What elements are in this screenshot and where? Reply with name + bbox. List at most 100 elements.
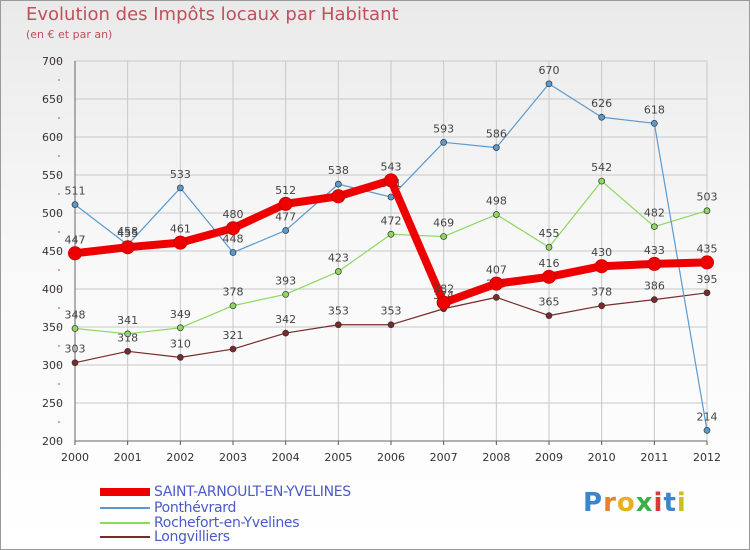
data-point	[650, 296, 658, 303]
data-label: 386	[644, 280, 665, 293]
data-point	[124, 330, 132, 338]
legend-swatch	[100, 536, 150, 538]
data-point	[229, 345, 237, 353]
logo-letter: t	[663, 488, 677, 518]
y-tick-label: 500	[42, 207, 63, 220]
y-tick-label: 700	[42, 55, 63, 68]
data-label: 378	[591, 286, 612, 299]
data-label: 512	[275, 184, 296, 197]
legend-item-saint-arnoult: SAINT-ARNOULT-EN-YVELINES	[100, 484, 400, 500]
data-label: 461	[170, 223, 191, 236]
data-label: 349	[170, 308, 191, 321]
logo-letter: P	[583, 488, 604, 518]
data-point	[334, 268, 342, 275]
data-point	[703, 289, 711, 297]
data-label: 626	[591, 97, 612, 110]
data-point	[594, 259, 609, 274]
data-point	[229, 302, 237, 310]
legend-label: Rochefort-en-Yvelines	[154, 515, 300, 531]
x-tick-label: 2000	[61, 451, 89, 464]
data-label: 455	[117, 227, 138, 240]
y-tick-label: 550	[42, 169, 63, 182]
data-label: 382	[433, 283, 454, 296]
data-label: 430	[591, 246, 612, 259]
x-tick-label: 2003	[219, 451, 247, 464]
legend-swatch	[100, 507, 150, 509]
data-label: 416	[539, 257, 560, 270]
data-point	[647, 256, 662, 271]
data-label: 342	[275, 313, 296, 326]
data-point	[387, 321, 395, 329]
data-label: 542	[591, 161, 612, 174]
data-label: 321	[223, 329, 244, 342]
data-label: 341	[117, 314, 138, 327]
data-label: 310	[170, 337, 191, 350]
y-tick-label: 300	[42, 359, 63, 372]
data-label: 543	[381, 160, 402, 173]
data-point	[282, 227, 290, 234]
data-point	[440, 233, 448, 240]
data-label: 348	[65, 309, 86, 322]
data-point	[387, 230, 395, 238]
legend-swatch	[100, 488, 150, 496]
x-tick-label: 2005	[324, 451, 352, 464]
data-point	[176, 354, 184, 361]
data-label: 214	[697, 410, 718, 423]
data-point	[703, 427, 711, 434]
data-point	[492, 294, 500, 301]
y-tick-label: 250	[42, 397, 63, 410]
data-label: 511	[65, 185, 86, 198]
data-point	[334, 321, 342, 329]
legend-item-rochefort: Rochefort-en-Yvelines	[100, 515, 400, 531]
data-point	[278, 196, 293, 211]
data-point	[120, 240, 135, 255]
data-label: 670	[539, 64, 560, 77]
data-point	[492, 144, 500, 151]
y-tick-label: 200	[42, 435, 63, 448]
data-point	[229, 249, 237, 256]
y-tick-label: 350	[42, 321, 63, 334]
data-point	[71, 201, 79, 208]
y-tick-label: 450	[42, 245, 63, 258]
data-point	[173, 235, 188, 250]
data-point	[226, 221, 240, 236]
data-point	[68, 246, 82, 261]
x-tick-label: 2004	[272, 451, 300, 464]
data-point	[440, 138, 448, 146]
y-tick-label: 650	[42, 93, 63, 106]
data-label: 393	[275, 274, 296, 287]
data-label: 472	[381, 214, 402, 227]
data-point	[71, 359, 79, 367]
data-label: 365	[539, 296, 560, 309]
data-label: 469	[433, 217, 454, 230]
y-tick-label: 400	[42, 283, 63, 296]
x-tick-label: 2012	[693, 451, 721, 464]
data-label: 538	[328, 164, 349, 177]
data-label: 395	[697, 273, 718, 286]
data-point	[542, 269, 556, 284]
data-label: 455	[539, 227, 560, 240]
chart-subtitle: (en € et par an)	[26, 28, 113, 41]
data-label: 378	[223, 286, 244, 299]
data-label: 482	[644, 207, 665, 220]
data-label: 318	[117, 331, 138, 344]
data-label: 435	[697, 242, 718, 255]
data-point	[384, 173, 398, 188]
data-point	[650, 223, 658, 231]
chart-title: Evolution des Impôts locaux par Habitant	[26, 4, 399, 25]
data-point	[545, 243, 553, 251]
data-label: 498	[486, 195, 507, 208]
data-label: 533	[170, 168, 191, 181]
data-point	[331, 189, 346, 204]
x-tick-label: 2011	[640, 451, 668, 464]
logo-letter: r	[603, 488, 617, 518]
x-tick-label: 2010	[588, 451, 616, 464]
logo-letter: x	[635, 488, 654, 518]
x-tick-label: 2007	[430, 451, 458, 464]
data-point	[436, 295, 451, 310]
data-label: 353	[328, 305, 349, 318]
data-label: 423	[328, 252, 349, 265]
x-tick-label: 2009	[535, 451, 563, 464]
